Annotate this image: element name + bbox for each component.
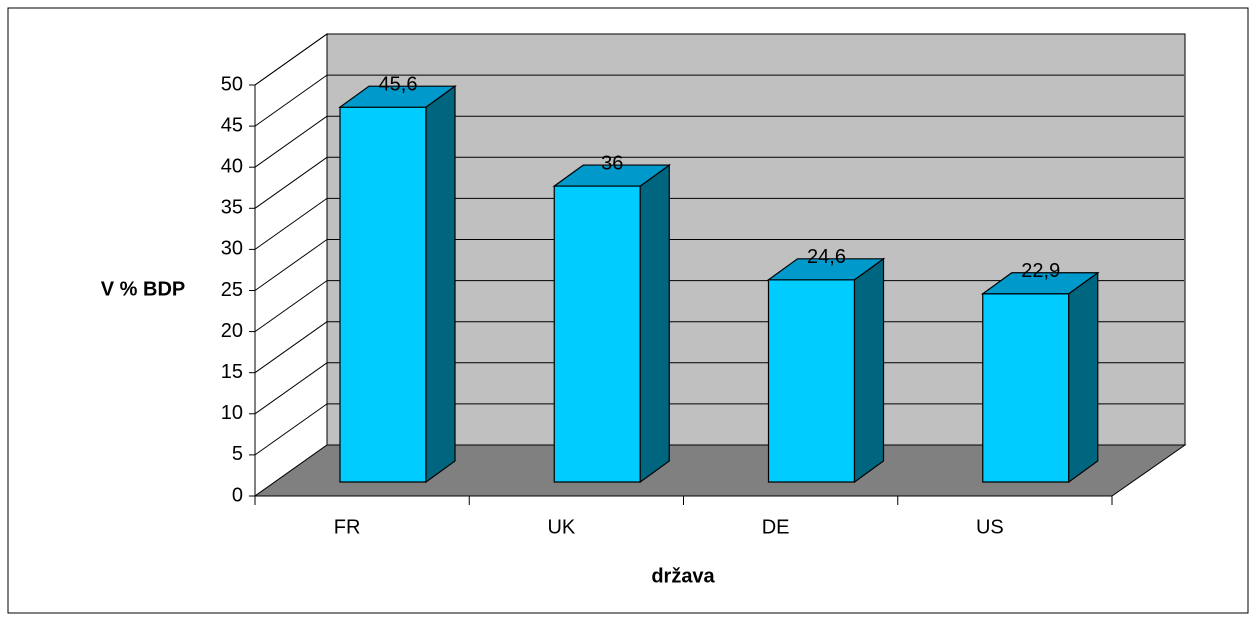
bar [980, 271, 1100, 484]
y-tick-label: 15 [221, 361, 243, 383]
x-tick-label: US [976, 516, 1004, 538]
bar-front [553, 185, 641, 483]
y-tick-label: 0 [232, 484, 243, 506]
grid-line [254, 33, 328, 86]
value-label: 22,9 [1021, 260, 1060, 282]
bar-top [338, 85, 457, 108]
y-tick-label: 25 [221, 279, 243, 301]
x-tick-label: FR [334, 516, 361, 538]
bar-top [980, 272, 1100, 295]
grid-line [254, 362, 328, 415]
grid-line [254, 156, 328, 209]
bar-side [425, 84, 456, 484]
y-axis-title: V % BDP [101, 278, 185, 300]
y-tick-label: 10 [221, 402, 243, 424]
y-tick-label: 45 [221, 114, 243, 136]
y-tick-label: 50 [221, 73, 243, 95]
value-label: 24,6 [807, 246, 846, 268]
grid-line [254, 280, 328, 333]
bar-side [639, 163, 670, 484]
y-tick-label: 20 [221, 320, 243, 342]
y-tick-label: 35 [221, 197, 243, 219]
bar-front [339, 106, 427, 483]
bar [766, 257, 886, 484]
bar [338, 84, 457, 484]
bar-top [766, 258, 886, 281]
value-label: 36 [601, 152, 623, 174]
grid-line [254, 321, 328, 374]
bar-front [982, 293, 1070, 483]
grid-line [254, 197, 328, 250]
y-tick-label: 40 [221, 155, 243, 177]
value-label: 45,6 [379, 73, 418, 95]
x-axis-title: država [651, 565, 715, 587]
y-tick-label: 30 [221, 238, 243, 260]
x-tick-label: UK [547, 516, 575, 538]
grid-line [254, 74, 328, 127]
y-tick-label: 5 [232, 443, 243, 465]
bar-side [1068, 271, 1099, 484]
grid-line [254, 115, 328, 168]
bar-side [853, 257, 885, 484]
grid-line [254, 403, 328, 456]
grid-line [254, 239, 328, 291]
x-tick-label: DE [762, 516, 790, 538]
bar [552, 163, 672, 484]
bar-top [552, 164, 672, 187]
bar-front [767, 279, 856, 483]
